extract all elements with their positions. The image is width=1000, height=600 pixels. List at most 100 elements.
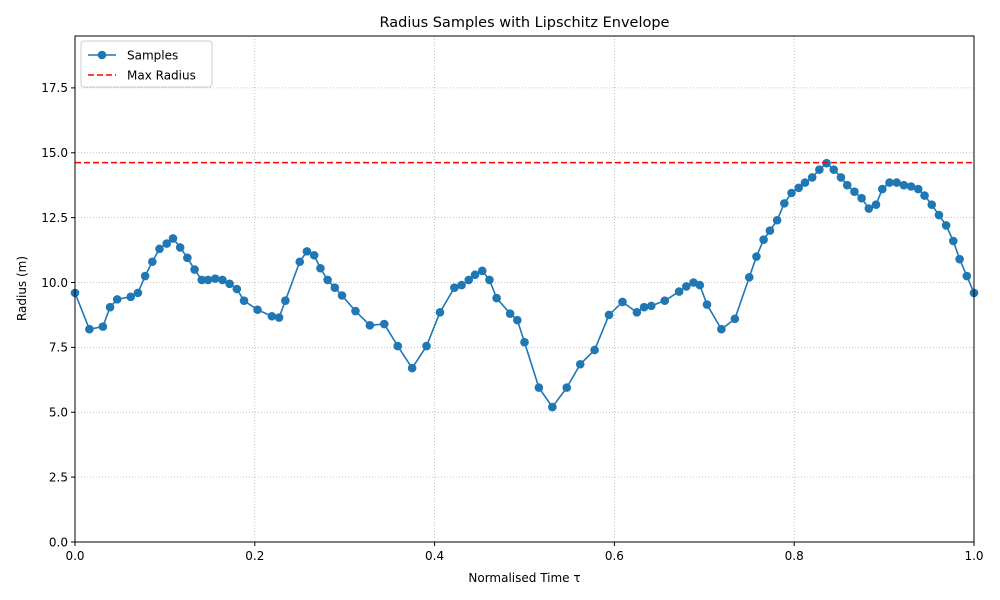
samples-point — [962, 271, 972, 281]
samples-point — [885, 178, 894, 187]
samples-point — [836, 173, 846, 182]
samples-point — [505, 309, 515, 318]
ticks: 0.0 0.2 0.4 0.6 0.8 1.0 0.0 2.5 5.0 7.5 10.0 12.5 15… — [41, 81, 983, 563]
y-tick-label: 10.0 — [41, 276, 68, 290]
samples-point — [162, 239, 171, 248]
legend: Samples Max Radius — [80, 40, 213, 88]
y-tick-label: 2.5 — [49, 470, 68, 484]
samples-point — [379, 319, 389, 329]
samples-point — [892, 178, 901, 187]
x-tick-label: 0.4 — [425, 549, 444, 563]
samples-point — [155, 244, 164, 254]
samples-point — [934, 210, 944, 220]
samples-point — [906, 182, 916, 191]
chart-title: Radius Samples with Lipschitz Envelope — [380, 15, 670, 31]
samples-point — [702, 300, 712, 309]
samples-point — [955, 254, 964, 264]
x-tick-label: 0.0 — [65, 549, 84, 563]
samples-point — [575, 359, 585, 369]
y-tick-label: 15.0 — [41, 146, 68, 160]
samples-point — [140, 271, 150, 281]
samples-point — [470, 270, 480, 280]
samples-point — [407, 363, 417, 373]
samples-point — [168, 234, 178, 243]
x-tick-label: 0.8 — [785, 549, 804, 563]
samples-point — [330, 283, 340, 293]
samples-point — [309, 250, 319, 260]
samples-point — [941, 221, 951, 230]
samples-point — [864, 204, 874, 213]
samples-point — [225, 279, 234, 289]
samples-point — [267, 311, 277, 321]
samples-point — [787, 188, 796, 198]
samples-point — [253, 305, 262, 315]
samples-point — [913, 184, 923, 194]
samples-point — [899, 180, 909, 190]
samples-point — [126, 292, 136, 302]
x-axis-label: Normalised Time τ — [468, 571, 580, 585]
samples-point — [682, 282, 691, 291]
samples-point — [807, 173, 817, 182]
y-tick-label: 7.5 — [49, 341, 68, 355]
samples-point — [337, 291, 347, 300]
samples-point — [457, 280, 466, 290]
samples-point — [365, 321, 375, 330]
samples-point — [302, 247, 312, 256]
legend-samples-marker — [97, 50, 107, 60]
samples-point — [520, 337, 529, 347]
samples-point — [772, 215, 782, 225]
legend-box — [80, 40, 213, 88]
samples-point — [646, 301, 656, 311]
samples-point — [232, 284, 242, 294]
samples-point — [323, 275, 332, 285]
samples-point — [632, 308, 642, 317]
samples-point — [604, 310, 614, 320]
samples-point — [295, 257, 305, 267]
y-tick-label: 5.0 — [49, 406, 68, 420]
samples-point — [878, 184, 887, 194]
samples-point — [759, 235, 768, 244]
samples-point — [534, 383, 544, 392]
samples-point — [842, 180, 852, 190]
samples-point — [717, 324, 726, 334]
y-tick-label: 17.5 — [41, 81, 68, 95]
samples-point — [800, 178, 810, 187]
series-layer — [70, 158, 979, 412]
samples-point — [492, 293, 501, 303]
samples-point — [765, 226, 775, 235]
x-tick-label: 1.0 — [964, 549, 983, 563]
samples-point — [513, 315, 522, 325]
samples-point — [949, 236, 958, 246]
samples-point — [422, 341, 431, 351]
samples-point — [674, 287, 684, 296]
samples-point — [393, 341, 403, 351]
samples-point — [794, 183, 803, 193]
samples-point — [351, 306, 360, 316]
y-axis-label: Radius (m) — [15, 256, 29, 321]
samples-point — [780, 199, 789, 208]
samples-point — [464, 275, 474, 285]
samples-point — [660, 296, 670, 305]
samples-point — [203, 275, 213, 285]
samples-point — [218, 275, 227, 285]
samples-point — [639, 302, 649, 312]
samples-point — [829, 165, 839, 174]
samples-point — [148, 257, 157, 267]
samples-point — [435, 308, 445, 317]
samples-point — [239, 296, 249, 305]
samples-point — [85, 324, 94, 334]
samples-point — [752, 252, 761, 261]
samples-point — [281, 296, 290, 305]
samples-point — [871, 200, 881, 209]
y-tick-label: 0.0 — [49, 535, 68, 549]
samples-point — [210, 274, 220, 283]
legend-samples-label: Samples — [127, 49, 178, 63]
y-tick-label: 12.5 — [41, 211, 68, 225]
samples-point — [927, 200, 937, 209]
samples-point — [562, 383, 572, 392]
x-tick-label: 0.6 — [605, 549, 624, 563]
samples-point — [112, 295, 122, 304]
samples-point — [850, 187, 859, 196]
samples-point — [477, 266, 487, 276]
